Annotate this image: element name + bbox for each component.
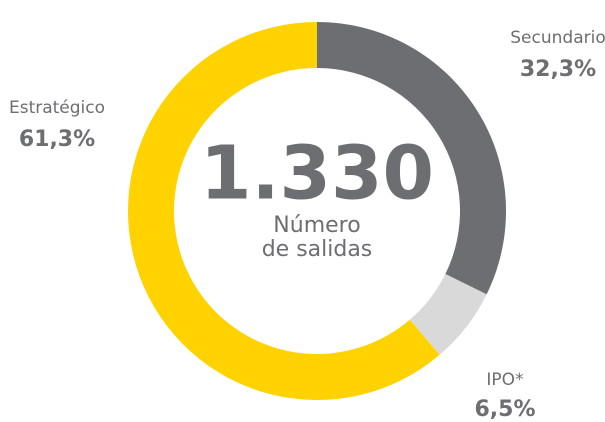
segment-value: 6,5% xyxy=(474,397,535,422)
center-caption: de salidas xyxy=(262,237,373,262)
center-value: 1.330 xyxy=(200,131,434,217)
donut-segment xyxy=(317,22,506,295)
segment-label: IPO* xyxy=(486,370,523,390)
segment-value: 32,3% xyxy=(520,57,596,82)
donut-segment xyxy=(127,22,440,400)
donut-segment xyxy=(409,274,487,355)
center-caption: Número xyxy=(273,213,360,238)
segment-value: 61,3% xyxy=(19,127,95,152)
segment-label: Estratégico xyxy=(9,98,105,118)
segment-label: Secundario xyxy=(510,28,605,48)
